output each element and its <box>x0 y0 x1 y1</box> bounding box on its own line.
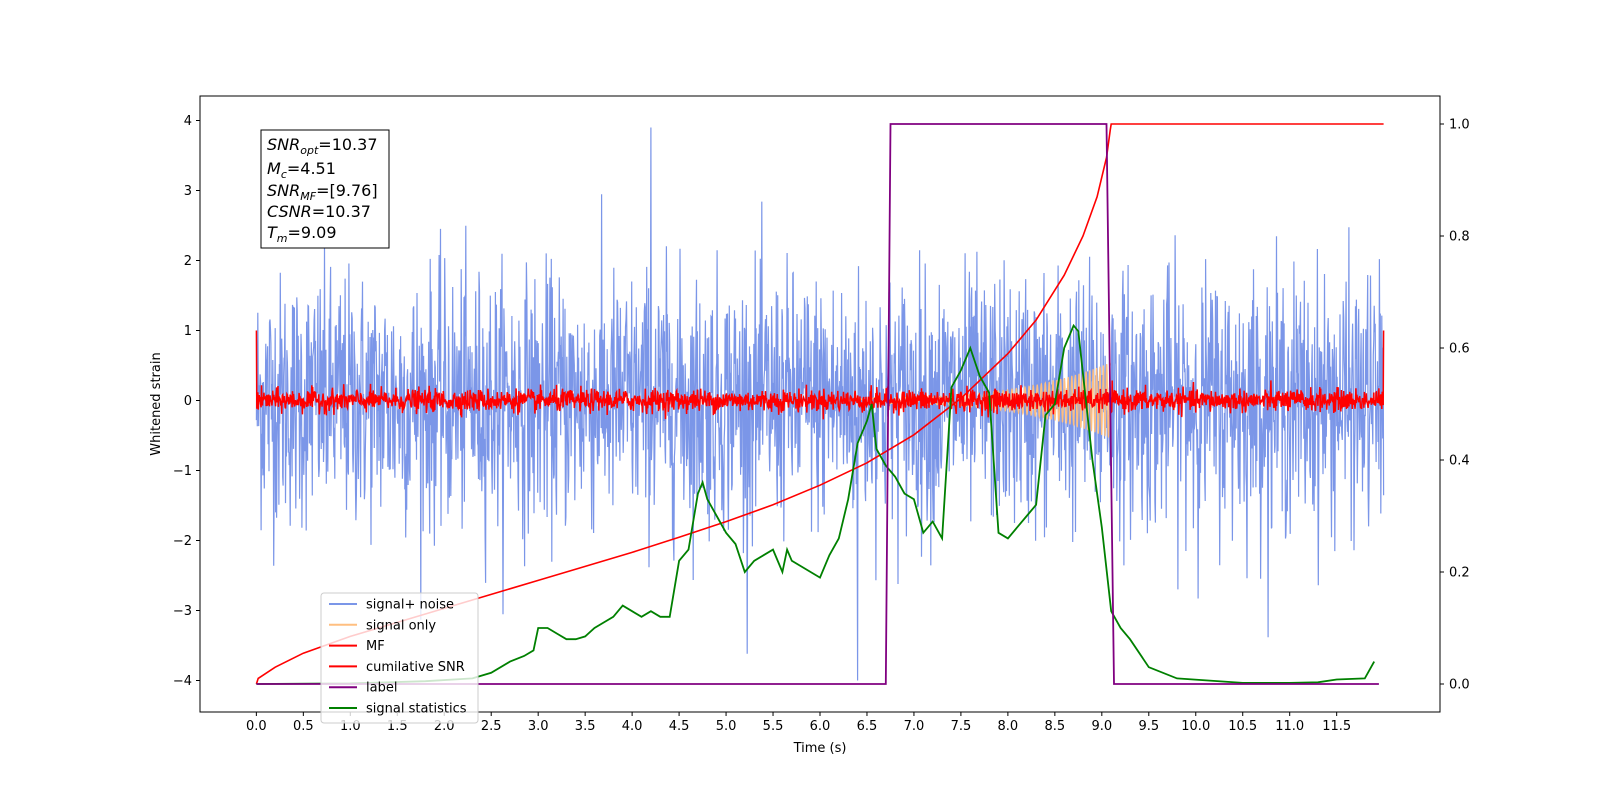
info-mc: Mc=4.51 <box>267 159 336 181</box>
x-tick-label: 2.5 <box>481 719 502 734</box>
x-tick-label: 8.0 <box>998 719 1019 734</box>
x-tick-label: 4.5 <box>669 719 690 734</box>
y2-tick-label: 0.2 <box>1449 566 1470 581</box>
legend: signal+ noise signal only MF cumilative SNR… <box>320 592 479 724</box>
x-tick-label: 10.5 <box>1228 719 1257 734</box>
legend-label: signal+ noise <box>366 598 454 613</box>
y-axis-left: 4 3 2 1 0 −1 −2 −3 −4 <box>173 114 200 689</box>
series-signal-noise-line <box>255 127 1385 681</box>
info-csnr: CSNR=10.37 <box>267 202 371 221</box>
y-axis-right: 1.0 0.8 0.6 0.4 0.2 0.0 <box>1440 118 1470 693</box>
y2-tick-label: 0.0 <box>1449 678 1470 693</box>
legend-label: MF <box>366 639 385 654</box>
x-tick-label: 9.5 <box>1138 719 1159 734</box>
x-tick-label: 5.0 <box>716 719 737 734</box>
y2-tick-label: 0.6 <box>1449 342 1470 357</box>
y-tick-label: −3 <box>173 604 192 619</box>
legend-label: signal only <box>366 618 436 633</box>
x-tick-label: 0.0 <box>246 719 267 734</box>
x-tick-label: 8.5 <box>1045 719 1066 734</box>
info-box: SNRopt=10.37 Mc=4.51 SNRMF=[9.76] CSNR=1… <box>260 129 390 249</box>
x-tick-label: 11.0 <box>1275 719 1304 734</box>
x-tick-label: 11.5 <box>1322 719 1351 734</box>
x-axis-label: Time (s) <box>793 741 847 756</box>
x-tick-label: 4.0 <box>622 719 643 734</box>
x-tick-label: 6.5 <box>857 719 878 734</box>
y-axis-label: Whitened strain <box>149 352 164 455</box>
x-tick-label: 3.5 <box>575 719 596 734</box>
y-tick-label: 2 <box>184 254 192 269</box>
y-tick-label: 0 <box>184 394 192 409</box>
y-tick-label: 3 <box>184 184 192 199</box>
x-tick-label: 7.0 <box>904 719 925 734</box>
x-tick-label: 3.0 <box>528 719 549 734</box>
info-box-frame <box>260 129 390 249</box>
y2-tick-label: 0.8 <box>1449 230 1470 245</box>
y2-tick-label: 0.4 <box>1449 454 1470 469</box>
info-snr-opt: SNRopt=10.37 <box>267 135 378 157</box>
y-tick-label: −1 <box>173 464 192 479</box>
y-tick-label: 4 <box>184 114 192 129</box>
y-tick-label: 1 <box>184 324 192 339</box>
x-tick-label: 0.5 <box>293 719 314 734</box>
legend-frame <box>320 592 479 724</box>
legend-label: signal statistics <box>366 702 467 717</box>
legend-label: cumilative SNR <box>366 660 465 675</box>
info-tm: Tm=9.09 <box>267 223 337 245</box>
x-tick-label: 9.0 <box>1091 719 1112 734</box>
info-snr-mf: SNRMF=[9.76] <box>267 181 378 203</box>
series-label-line <box>256 123 1379 685</box>
x-tick-label: 10.0 <box>1181 719 1210 734</box>
y-tick-label: −2 <box>173 534 192 549</box>
y-tick-label: −4 <box>173 674 192 689</box>
x-tick-label: 7.5 <box>951 719 972 734</box>
x-tick-label: 5.5 <box>763 719 784 734</box>
series-signal-statistics-line <box>256 323 1375 685</box>
series-mf-line <box>255 330 1385 420</box>
x-tick-label: 6.0 <box>810 719 831 734</box>
y2-tick-label: 1.0 <box>1449 118 1470 133</box>
legend-label: label <box>366 681 397 696</box>
